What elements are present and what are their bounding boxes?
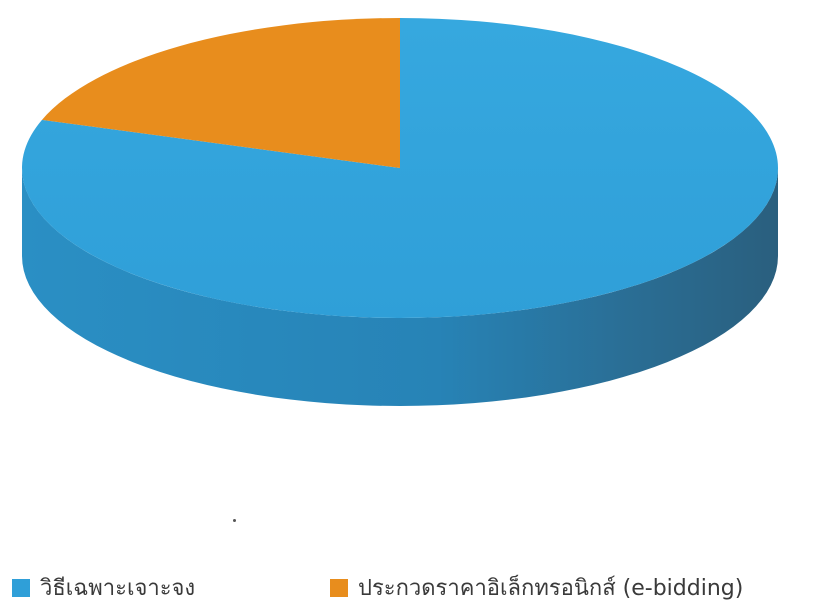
pie-slice-1 — [41, 18, 401, 168]
legend-item-1: ประกวดราคาอิเล็กทรอนิกส์ (e-bidding) — [330, 570, 743, 605]
legend-item-0: วิธีเฉพาะเจาะจง — [12, 570, 195, 605]
legend-swatch-0 — [12, 578, 30, 597]
pie-side-wall — [22, 168, 778, 406]
stray-dot — [233, 519, 236, 522]
legend-swatch-1 — [330, 578, 348, 597]
legend: วิธีเฉพาะเจาะจง ประกวดราคาอิเล็กทรอนิกส์… — [8, 570, 808, 601]
pie-chart — [21, 18, 779, 406]
legend-label-1: ประกวดราคาอิเล็กทรอนิกส์ (e-bidding) — [358, 576, 744, 601]
legend-label-0: วิธีเฉพาะเจาะจง — [40, 576, 196, 601]
